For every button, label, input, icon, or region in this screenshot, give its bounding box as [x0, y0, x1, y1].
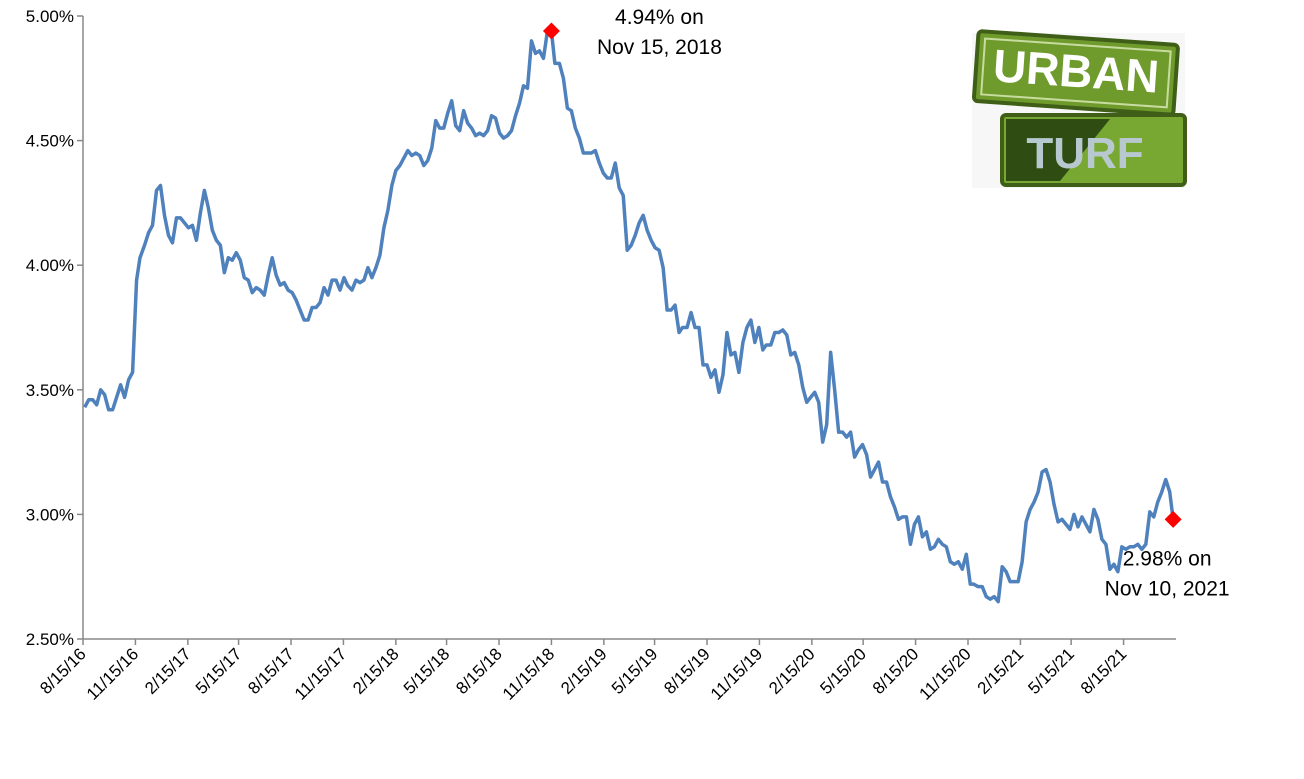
x-tick-label: 5/15/17: [192, 644, 246, 698]
x-tick-label: 5/15/18: [400, 644, 454, 698]
x-tick-label: 2/15/21: [974, 644, 1028, 698]
logo-text: URBAN: [991, 39, 1160, 102]
x-tick-label: 11/15/17: [291, 644, 350, 703]
x-tick-label: 2/15/19: [557, 644, 611, 698]
x-tick-label: 8/15/19: [660, 644, 714, 698]
line: [83, 29, 1175, 604]
y-tick-label: 4.00%: [26, 256, 74, 275]
y-tick-label: 5.00%: [26, 7, 74, 26]
logo-sign-border: [980, 37, 1172, 109]
x-tick-label: 2/15/20: [765, 644, 819, 698]
annotation-text: 2.98% on: [1123, 547, 1212, 570]
x-tick-label: 11/15/18: [499, 644, 558, 703]
logo-text: TURF: [1026, 129, 1143, 178]
x-tick-label: 8/15/20: [869, 644, 923, 698]
annotation-text: Nov 10, 2021: [1105, 577, 1230, 600]
logo: URBAN TURF: [972, 29, 1187, 188]
x-tick-label: 2/15/17: [141, 644, 195, 698]
logo-sign: [972, 29, 1180, 117]
logo-sign-top: URBAN: [972, 29, 1180, 117]
x-tick-label: 8/15/16: [36, 644, 90, 698]
y-tick-label: 2.50%: [26, 630, 74, 649]
annotation-text: 4.94% on: [615, 6, 704, 29]
x-tick-label: 11/15/16: [83, 644, 142, 703]
y-tick-label: 3.00%: [26, 505, 74, 524]
x-tick-label: 2/15/18: [349, 644, 403, 698]
x-tick-label: 8/15/17: [244, 644, 298, 698]
annotation-text: Nov 15, 2018: [597, 36, 722, 59]
x-tick-label: 5/15/20: [816, 644, 870, 698]
y-tick-label: 4.50%: [26, 132, 74, 151]
x-tick-label: 5/15/21: [1024, 644, 1078, 698]
annotation-marker: [542, 22, 560, 40]
x-tick-label: 8/15/18: [452, 644, 506, 698]
y-tick-label: 3.50%: [26, 381, 74, 400]
annotation-marker: [1164, 510, 1182, 528]
x-tick-label: 11/15/20: [915, 644, 974, 703]
logo-shade: [1006, 119, 1110, 181]
x-tick-label: 11/15/19: [707, 644, 766, 703]
x-tick-label: 8/15/21: [1077, 644, 1131, 698]
x-tick-label: 5/15/19: [608, 644, 662, 698]
